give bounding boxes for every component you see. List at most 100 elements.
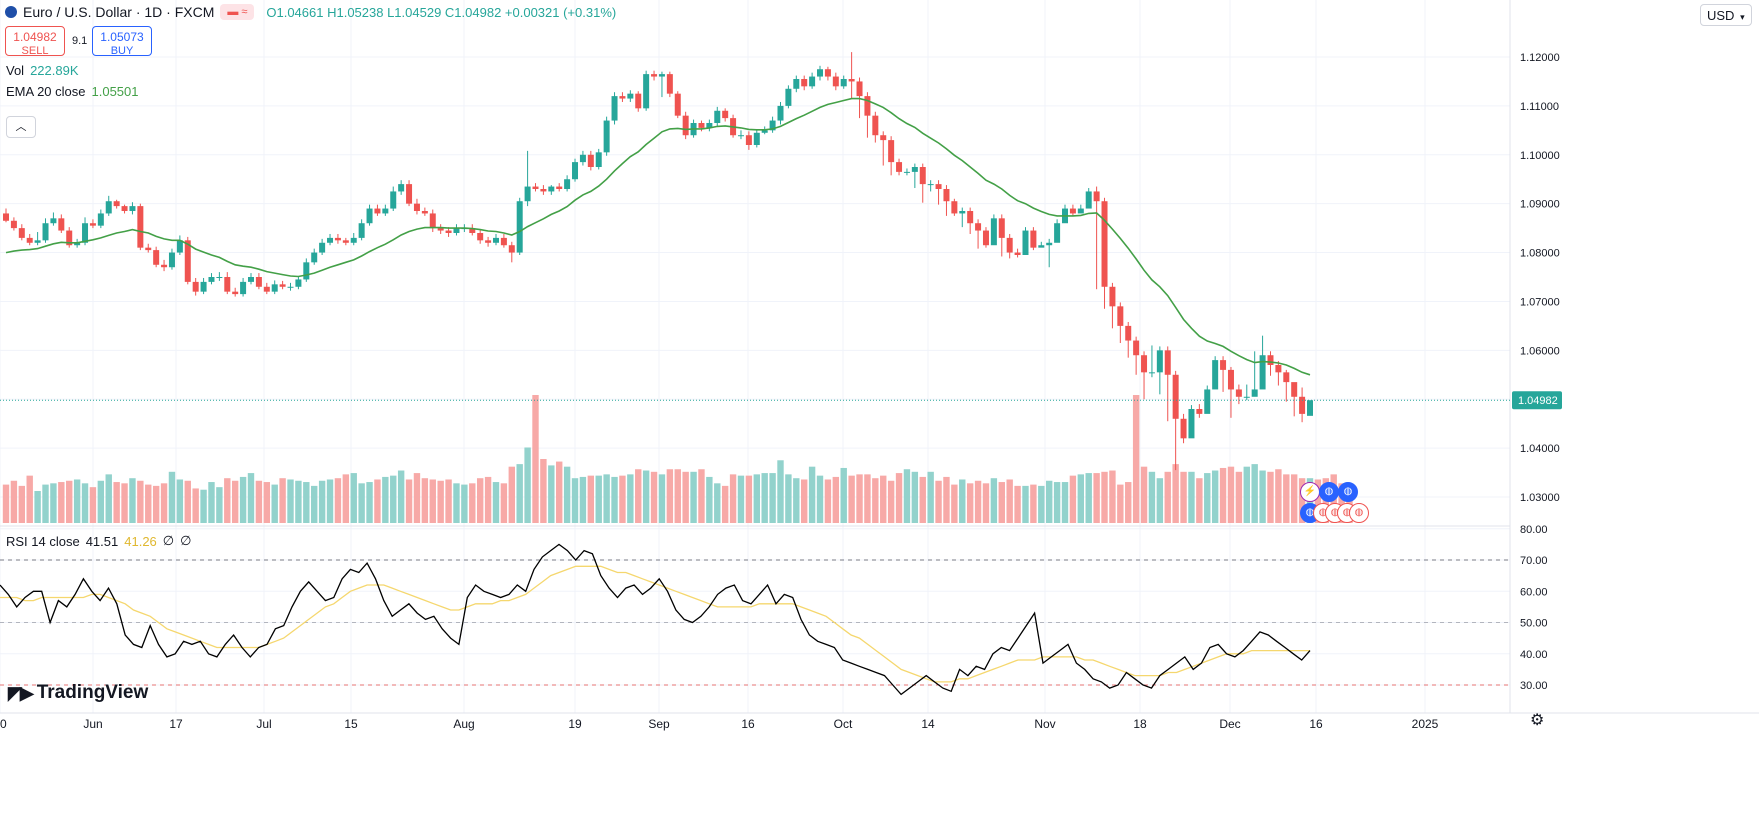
volume-bar [595, 475, 602, 523]
chevron-up-icon: ︿ [15, 121, 27, 133]
candle-body [927, 184, 934, 186]
buy-button[interactable]: 1.05073 BUY [92, 26, 152, 57]
volume-bar [895, 473, 903, 523]
candle-body [1259, 355, 1266, 390]
tv-brand-name: TradingView [36, 682, 149, 703]
volume-bar [1006, 479, 1013, 523]
candle-body [74, 242, 81, 246]
candle-body [1109, 286, 1116, 307]
price-tick-label: 1.09000 [1520, 199, 1560, 211]
event-globe-icon[interactable]: ◍ [1338, 482, 1358, 502]
time-tick-label: 19 [568, 717, 582, 731]
volume-bar [224, 478, 231, 523]
candle-body [564, 179, 571, 189]
collapse-legend-button[interactable]: ︿ [6, 116, 36, 138]
volume-bar [745, 475, 753, 523]
tv-logo-icon: ◤▶ [8, 682, 34, 703]
rsi-tick-label: 50.00 [1520, 618, 1548, 630]
candle-body [398, 184, 405, 192]
candle-body [208, 277, 215, 282]
volume-bar [1298, 478, 1306, 523]
candle-body [413, 203, 420, 211]
volume-bar [1259, 470, 1266, 523]
event-flag-icon[interactable]: ◍ [1349, 503, 1369, 523]
time-tick-label: Dec [1219, 717, 1240, 731]
candle-body [1291, 382, 1298, 397]
volume-bar [540, 459, 547, 523]
volume-bar [437, 480, 444, 523]
time-tick-label: 15 [344, 717, 358, 731]
event-globe-icon[interactable]: ◍ [1319, 482, 1339, 502]
volume-bar [1156, 478, 1164, 523]
volume-bar [1038, 485, 1045, 523]
candle-body [627, 93, 634, 99]
rsi-legend[interactable]: RSI 14 close 41.51 41.26 ∅ ∅ [6, 533, 191, 549]
rsi-tick-label: 70.00 [1520, 555, 1548, 567]
candle-body [722, 110, 729, 119]
sell-price: 1.04982 [13, 30, 57, 44]
candle-body [105, 201, 112, 214]
volume-bar [808, 466, 816, 523]
volume-bar [769, 473, 776, 523]
volume-bar [113, 482, 120, 523]
ema-legend[interactable]: EMA 20 close 1.05501 [6, 84, 139, 99]
candle-body [176, 240, 183, 253]
candle-body [508, 245, 515, 253]
candle-body [753, 132, 760, 145]
candle-body [1299, 396, 1306, 414]
axes: 1.12000 1.11000 1.10000 1.09000 1.08000 1.070… [0, 0, 1759, 731]
symbol-header[interactable]: Euro / U.S. Dollar · 1D · FXCM ▬ ≈ O1.04… [5, 4, 616, 20]
sell-button[interactable]: 1.04982 SELL [5, 26, 65, 57]
candle-body [200, 281, 207, 292]
volume-bar [1085, 473, 1092, 523]
volume-bar [872, 478, 879, 523]
candle-body [1141, 355, 1148, 373]
candle-body [967, 211, 974, 224]
candle-body [1188, 409, 1195, 439]
volume-bar [935, 480, 942, 523]
volume-bar [137, 480, 144, 523]
volume-bar [880, 475, 887, 523]
volume-bar [271, 484, 278, 523]
tradingview-logo[interactable]: ◤▶ TradingView [8, 682, 148, 704]
volume-bar [974, 480, 982, 523]
volume-legend[interactable]: Vol 222.89K [6, 63, 79, 78]
volume-bar [998, 482, 1005, 523]
candle-body [587, 154, 594, 167]
candle-body [121, 206, 128, 211]
candle-body [469, 228, 476, 233]
volume-bar [1093, 473, 1100, 523]
volume-bar [10, 480, 18, 523]
candle-body [1077, 208, 1084, 214]
volume-bar [208, 482, 215, 523]
volume-bar [579, 476, 587, 523]
volume-bar [168, 471, 176, 523]
volume-bar [666, 469, 674, 523]
buy-price: 1.05073 [100, 30, 144, 44]
volume-bar [1125, 482, 1132, 523]
volume-bar [287, 479, 294, 523]
candle-body [1283, 372, 1290, 383]
currency-select[interactable]: USD ▾ [1700, 4, 1752, 26]
volume-bar [73, 479, 81, 523]
candle-body [1180, 418, 1187, 439]
volume-bar [658, 474, 666, 523]
candle-body [714, 110, 721, 123]
volume-bar [990, 478, 998, 523]
candle-body [358, 223, 365, 238]
volume-label: Vol [6, 63, 25, 78]
candle-body [706, 123, 713, 128]
volume-bar [105, 474, 112, 523]
gear-icon[interactable]: ⚙ [1530, 712, 1545, 729]
volume-bar [500, 483, 508, 523]
event-lightning-icon[interactable]: ⚡ [1300, 482, 1320, 502]
volume-bar [982, 483, 990, 523]
last-price-badge [1512, 391, 1562, 410]
symbol-toggle-button[interactable]: ▬ ≈ [220, 4, 255, 20]
candle-body [817, 69, 824, 77]
candle-body [1156, 350, 1163, 373]
volume-bar [58, 482, 65, 523]
candle-body [1093, 191, 1100, 202]
candle-body [1148, 372, 1155, 374]
